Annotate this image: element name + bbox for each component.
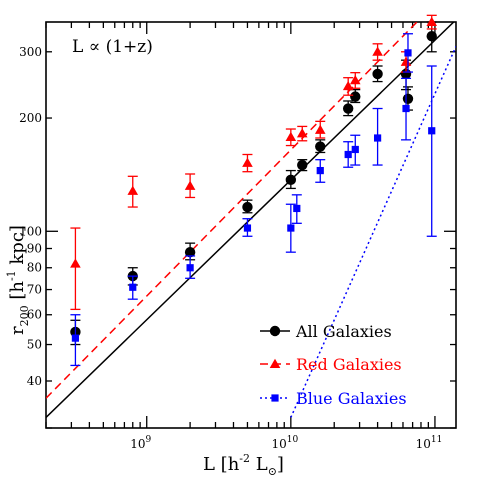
data-point: [242, 157, 253, 167]
error-bar: [70, 227, 81, 311]
data-point: [71, 334, 80, 342]
y-tick-label: 40: [27, 374, 42, 388]
xlabel-sup: -2: [239, 452, 250, 465]
data-point: [404, 49, 412, 57]
data-point: [293, 204, 301, 213]
annotation-text: L ∝ (1+z): [72, 37, 153, 57]
data-point: [184, 180, 196, 190]
legend: All Galaxies Red Galaxies Blue Galaxies: [260, 322, 407, 408]
legend-label: Blue Galaxies: [296, 389, 407, 408]
xlabel-main: L [h: [203, 454, 240, 475]
data-point: [242, 201, 253, 213]
x-tick-label: 109: [130, 435, 151, 451]
y-tick-label: 300: [19, 45, 42, 59]
ylabel-rest: [h: [7, 281, 28, 306]
data-point: [297, 159, 308, 171]
data-point: [316, 166, 324, 175]
y-tick-label: 200: [19, 111, 42, 125]
data-point: [426, 16, 438, 26]
x-tick-label: 1011: [416, 435, 443, 451]
y-tick-label: 70: [27, 283, 42, 297]
svg-text:r200 [h-1 kpc]: r200 [h-1 kpc]: [5, 225, 31, 335]
y-tick-label: 50: [27, 338, 42, 352]
data-point: [426, 31, 437, 42]
x-tick-label: 1010: [271, 435, 298, 451]
data-point: [402, 93, 414, 104]
error-bar: [426, 65, 437, 237]
data-point: [314, 124, 326, 134]
ylabel-main: r: [7, 326, 28, 335]
data-point: [373, 134, 382, 142]
data-point: [127, 185, 139, 195]
data-point: [285, 174, 297, 186]
xlabel-sub: ⊙: [268, 465, 277, 478]
y-tick-label: 100: [19, 224, 42, 238]
legend-marker: [269, 325, 281, 337]
fit-line: [46, 22, 418, 399]
xlabel-close: ]: [277, 454, 284, 475]
legend-label: Red Galaxies: [296, 355, 402, 374]
data-point: [129, 283, 137, 291]
data-point: [342, 103, 354, 114]
data-point: [344, 150, 352, 159]
data-point: [184, 246, 196, 258]
data-point: [285, 131, 297, 142]
y-tick-label: 90: [27, 242, 42, 256]
ylabel-close: kpc]: [7, 225, 28, 270]
data-point: [372, 46, 383, 56]
data-point: [400, 56, 412, 66]
svg-text:L [h-2 L⊙]: L [h-2 L⊙]: [203, 452, 284, 478]
xlabel-rest: L: [250, 454, 268, 475]
data-point: [428, 127, 436, 135]
data-point: [315, 141, 326, 152]
legend-marker: [269, 358, 281, 368]
ylabel-sub: 200: [18, 305, 31, 326]
plot-frame: [45, 21, 457, 429]
data-point: [351, 145, 359, 154]
data-point: [350, 91, 361, 102]
data-point: [70, 258, 81, 268]
data-point: [296, 128, 308, 138]
data-point: [349, 74, 361, 85]
data-point: [186, 264, 194, 272]
x-axis-label: L [h-2 L⊙]: [203, 452, 284, 478]
data-points: [70, 14, 438, 367]
data-point: [372, 68, 383, 80]
y-axis-label: r200 [h-1 kpc]: [5, 225, 31, 335]
data-point: [243, 224, 252, 232]
data-point: [402, 104, 410, 113]
ylabel-sup: -1: [5, 270, 18, 281]
axis-ticks: 109 1010 1011 40 50 60 70 80 90 100 200 300: [19, 22, 456, 451]
y-tick-label: 80: [27, 261, 42, 275]
y-tick-label: 60: [27, 308, 42, 322]
legend-marker: [271, 394, 279, 402]
legend-label: All Galaxies: [295, 322, 392, 341]
data-point: [287, 224, 295, 232]
